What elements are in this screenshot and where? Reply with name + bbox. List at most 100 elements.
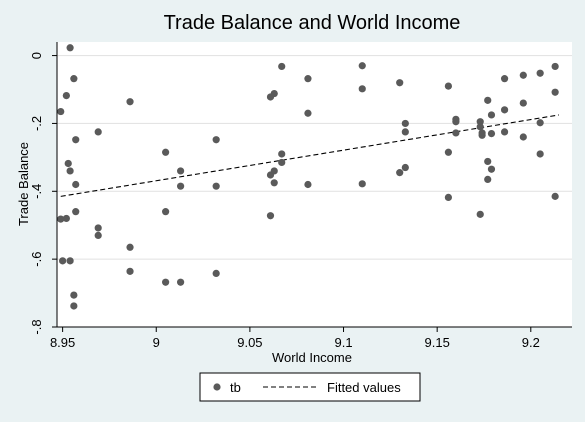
tb-point (396, 79, 404, 87)
tb-point (64, 159, 72, 168)
tb-point (177, 167, 185, 175)
tb-point (444, 193, 452, 201)
tb-point (270, 89, 278, 98)
tb-point (266, 212, 275, 220)
tb-point (72, 208, 80, 216)
x-tick-label: 9 (153, 335, 160, 350)
tb-point (401, 163, 409, 172)
tb-point (401, 119, 409, 128)
tb-point (478, 131, 486, 139)
tb-point (270, 179, 278, 187)
tb-point (519, 133, 527, 141)
tb-point (536, 150, 544, 158)
x-tick-label: 9.2 (522, 335, 540, 350)
x-tick-label: 9.15 (425, 335, 450, 350)
tb-point (70, 291, 78, 299)
tb-point (162, 208, 170, 216)
tb-point (536, 119, 544, 127)
tb-point (304, 109, 312, 117)
legend-label-tb: tb (230, 380, 241, 395)
tb-point (476, 123, 484, 131)
tb-point (500, 106, 509, 114)
y-ticks: 0 -.2 -.4 -.6 -.8 (29, 52, 57, 335)
tb-point (500, 75, 509, 83)
tb-point (484, 157, 492, 166)
x-ticks: 8.95 9 9.05 9.1 9.15 9.2 (50, 327, 540, 350)
tb-point (304, 180, 312, 189)
tb-point (72, 180, 80, 189)
plot-area (57, 42, 572, 327)
tb-point (70, 75, 78, 83)
tb-point (452, 129, 460, 137)
tb-point (126, 267, 134, 275)
tb-point (212, 269, 220, 277)
tb-point (487, 111, 496, 119)
fitted-values-line (60, 114, 559, 197)
tb-point (487, 165, 496, 173)
scatter-points (57, 44, 559, 310)
tb-point (70, 302, 78, 310)
legend-marker-tb (213, 383, 221, 391)
fitted-line-group (60, 114, 559, 197)
tb-point (536, 69, 544, 77)
tb-point (476, 118, 484, 126)
tb-point (487, 130, 496, 138)
tb-point (484, 96, 492, 104)
tb-point (94, 231, 102, 239)
tb-point (476, 210, 484, 218)
tb-point (177, 278, 185, 286)
y-tick-label: -.4 (29, 184, 44, 199)
tb-point (126, 98, 134, 106)
y-tick-label: -.8 (29, 319, 44, 334)
tb-point (57, 107, 65, 116)
y-tick-label: -.6 (29, 252, 44, 267)
tb-point (270, 167, 278, 175)
tb-point (94, 224, 102, 232)
chart-title: Trade Balance and World Income (164, 12, 461, 34)
tb-point (62, 92, 70, 100)
tb-point (66, 167, 74, 175)
tb-point (59, 257, 67, 265)
tb-point (66, 44, 74, 52)
tb-point (519, 99, 527, 107)
tb-point (126, 243, 134, 251)
tb-point (444, 148, 452, 156)
x-tick-label: 8.95 (50, 335, 75, 350)
tb-point (304, 75, 312, 83)
tb-point (396, 169, 404, 177)
legend-box (199, 372, 421, 402)
tb-point (278, 62, 286, 71)
tb-point (484, 175, 492, 184)
tb-point (212, 136, 220, 144)
tb-point (278, 158, 286, 167)
tb-point (66, 257, 74, 265)
tb-point (551, 62, 559, 71)
tb-point (551, 192, 559, 200)
tb-point (162, 148, 170, 156)
tb-point (177, 182, 185, 190)
tb-point (452, 118, 460, 126)
x-tick-label: 9.1 (334, 335, 352, 350)
y-tick-label: -.2 (29, 116, 44, 131)
y-axis-label: Trade Balance (16, 142, 31, 226)
tb-point (519, 71, 527, 79)
tb-point (278, 150, 286, 158)
x-axis-label: World Income (272, 350, 352, 365)
tb-point (500, 128, 509, 136)
tb-point (72, 136, 80, 144)
tb-point (94, 128, 102, 136)
tb-point (401, 128, 409, 136)
tb-point (212, 182, 220, 190)
x-tick-label: 9.05 (237, 335, 262, 350)
tb-point (358, 180, 366, 188)
tb-point (551, 88, 559, 96)
tb-point (62, 214, 70, 223)
tb-point (162, 278, 170, 286)
tb-point (57, 215, 65, 223)
tb-point (358, 62, 366, 70)
y-tick-label: 0 (29, 52, 44, 59)
tb-point (444, 82, 452, 90)
legend-label-fitted: Fitted values (327, 380, 401, 395)
